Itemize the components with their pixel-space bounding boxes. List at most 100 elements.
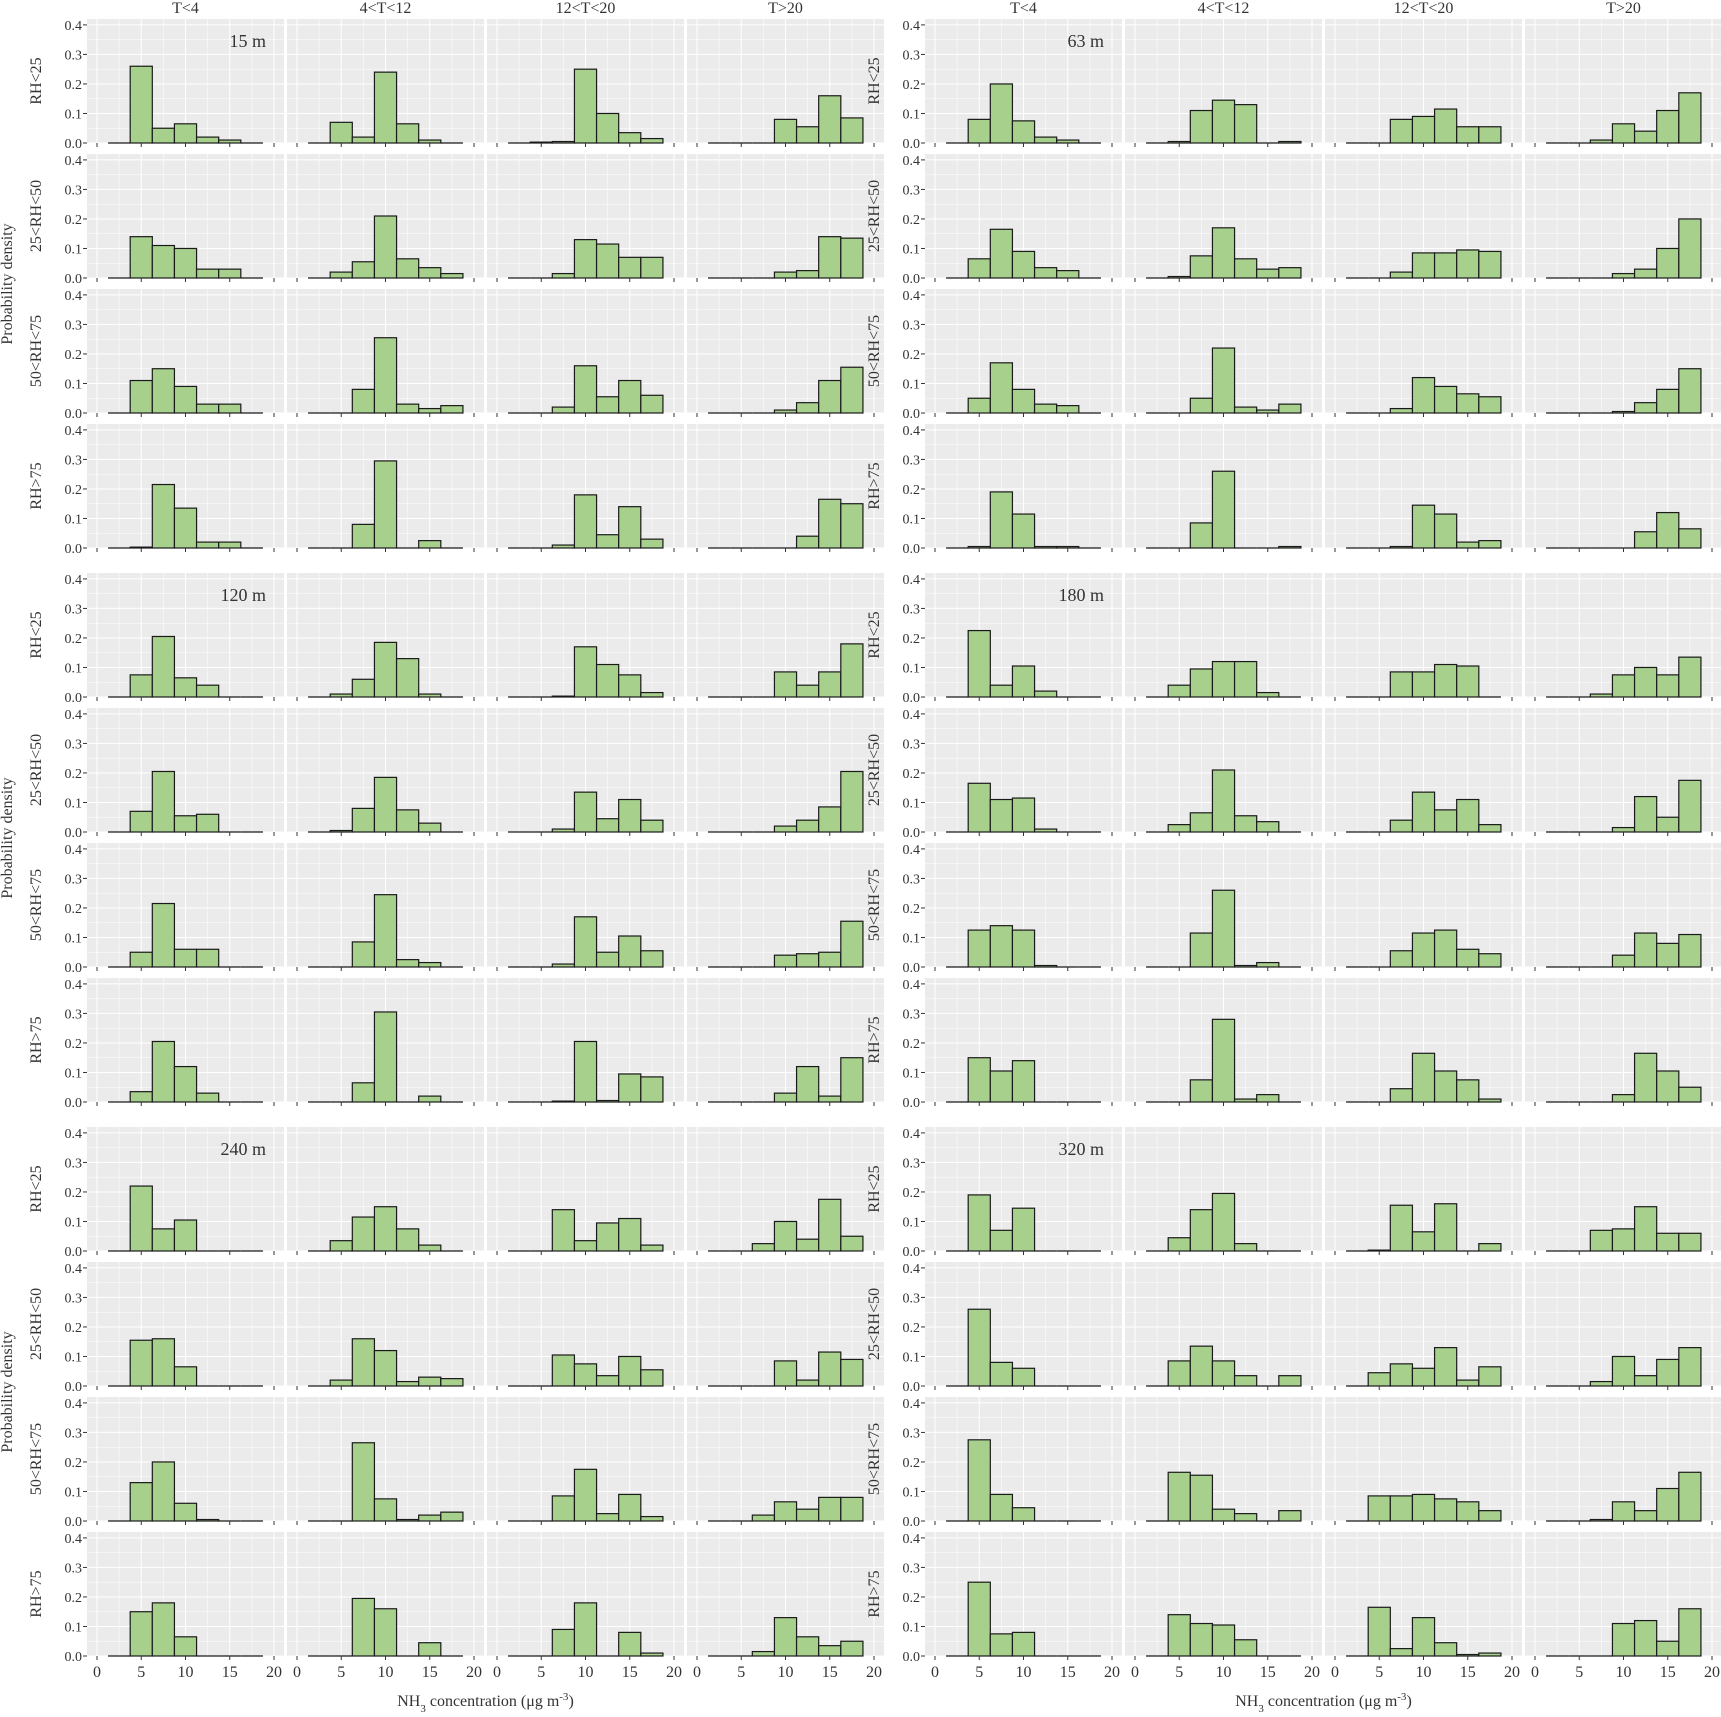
y-tick-label: 0.2 <box>65 348 83 363</box>
histogram-bar <box>1189 255 1214 279</box>
histogram-bar <box>640 137 664 144</box>
x-tick-label: 20 <box>466 1664 482 1681</box>
histogram-bar <box>129 65 153 144</box>
panel: 0.0 0.1 0.2 0.3 0.4 120 m <box>65 573 284 706</box>
y-tick-label: 0.1 <box>903 242 921 257</box>
y-tick-label: 0.0 <box>903 691 921 706</box>
panel <box>687 1262 884 1390</box>
panel <box>1325 154 1522 282</box>
histogram-bar <box>1211 1360 1236 1387</box>
histogram-bar <box>840 503 864 549</box>
histogram-bar <box>1678 656 1702 698</box>
y-tick-label: 0.0 <box>903 407 921 422</box>
histogram-bar <box>218 268 242 279</box>
histogram-bar <box>1433 809 1458 833</box>
histogram-bar <box>151 1602 176 1657</box>
histogram-bar <box>351 1338 376 1387</box>
histogram-bar <box>640 1652 664 1657</box>
histogram-bar <box>1033 545 1058 549</box>
histogram-bar <box>395 403 420 414</box>
panel: 0.0 0.1 0.2 0.3 0.4 <box>903 843 1122 976</box>
histogram-bar <box>1389 671 1414 698</box>
histogram-bar <box>195 268 220 279</box>
histogram-bar <box>1633 402 1658 414</box>
y-tick-label: 0.3 <box>903 602 921 617</box>
y-tick-label: 0.4 <box>903 289 921 304</box>
histogram-bar <box>1611 1355 1636 1387</box>
histogram-bar <box>195 403 220 414</box>
panel <box>287 573 484 701</box>
histogram-bar <box>1233 1375 1258 1387</box>
histogram-bar <box>1233 1098 1258 1103</box>
histogram-bar <box>440 272 464 279</box>
y-tick-label: 0.1 <box>903 107 921 122</box>
histogram-bar <box>129 951 153 968</box>
histogram-bar <box>640 256 664 279</box>
y-tick-label: 0.3 <box>903 737 921 752</box>
histogram-bar <box>989 925 1014 968</box>
histogram-bar <box>418 1376 442 1387</box>
histogram-bar <box>151 902 176 968</box>
histogram-bar <box>1233 104 1258 144</box>
histogram-bar <box>1656 247 1680 279</box>
histogram-bar <box>1678 1608 1702 1657</box>
x-tick-label: 0 <box>1331 1664 1339 1681</box>
histogram-bar <box>1389 118 1414 144</box>
panel <box>487 1532 684 1660</box>
x-tick-label: 5 <box>975 1664 983 1681</box>
histogram-bar <box>1633 130 1658 144</box>
panel: 0.0 0.1 0.2 0.3 0.4 <box>903 1262 1122 1395</box>
y-tick-label: 0.4 <box>65 1262 83 1277</box>
row-label: 25<RH<50 <box>28 180 45 252</box>
histogram-bar <box>1011 1060 1036 1103</box>
histogram-bar <box>1633 932 1658 968</box>
y-tick-label: 0.0 <box>903 1650 921 1665</box>
histogram-bar <box>351 261 376 279</box>
histogram-bar <box>551 544 576 549</box>
histogram-bar <box>595 396 620 414</box>
histogram-bar <box>173 1065 198 1103</box>
histogram-bar <box>1211 470 1236 549</box>
histogram-bar <box>818 806 842 833</box>
histogram-bar <box>1167 1360 1191 1387</box>
histogram-bar <box>773 954 798 968</box>
histogram-bar <box>151 127 176 144</box>
histogram-bar <box>573 1468 598 1522</box>
x-tick-label: 15 <box>422 1664 438 1681</box>
y-tick-label: 0.0 <box>903 1515 921 1530</box>
y-tick-label: 0.0 <box>65 137 83 152</box>
column-header-0-1: 4<T<12 <box>360 0 412 17</box>
panel <box>687 1127 884 1255</box>
histogram-bar <box>967 629 991 698</box>
histogram-bar <box>1211 227 1236 279</box>
panel: 0.0 0.1 0.2 0.3 0.4 <box>65 708 284 841</box>
histogram-bar <box>329 829 353 833</box>
histogram-bar <box>218 403 242 414</box>
panel <box>687 289 884 417</box>
histogram-bar <box>551 1100 576 1103</box>
histogram-bar <box>1189 522 1214 549</box>
histogram-bar <box>373 71 398 144</box>
y-tick-label: 0.3 <box>903 48 921 63</box>
histogram-bar <box>1389 819 1414 833</box>
panel <box>287 19 484 147</box>
row-label: 25<RH<50 <box>28 1288 45 1360</box>
histogram-bar <box>1011 1631 1036 1657</box>
y-tick-label: 0.3 <box>903 1426 921 1441</box>
histogram-bar <box>151 1338 176 1387</box>
histogram-bar <box>818 1095 842 1103</box>
height-label: 320 m <box>1058 1139 1104 1159</box>
panel <box>1325 289 1522 417</box>
panel <box>287 978 484 1106</box>
histogram-bar <box>795 402 820 414</box>
histogram-bar <box>373 641 398 698</box>
y-tick-label: 0.3 <box>903 183 921 198</box>
histogram-bar <box>1611 1228 1636 1252</box>
histogram-bar <box>1656 816 1680 833</box>
row-label: 50<RH<75 <box>866 1423 883 1495</box>
panel <box>487 289 684 417</box>
histogram-bar <box>618 798 642 833</box>
y-tick-label: 0.4 <box>903 708 921 723</box>
row-label: RH<25 <box>28 611 45 658</box>
histogram-bar <box>1611 1501 1636 1522</box>
